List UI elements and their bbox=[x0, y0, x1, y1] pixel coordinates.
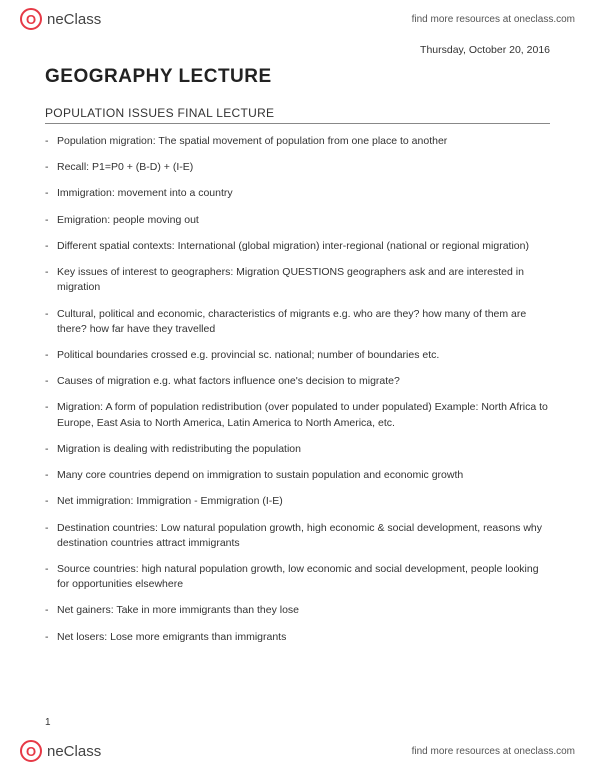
section-subtitle: POPULATION ISSUES FINAL LECTURE bbox=[45, 106, 550, 124]
list-item: Migration is dealing with redistributing… bbox=[45, 442, 550, 457]
resources-link-top[interactable]: find more resources at oneclass.com bbox=[412, 14, 575, 25]
list-item: Many core countries depend on immigratio… bbox=[45, 468, 550, 483]
list-item: Net losers: Lose more emigrants than imm… bbox=[45, 630, 550, 645]
logo-text: neClass bbox=[47, 11, 101, 28]
logo-text-footer: neClass bbox=[47, 743, 101, 760]
list-item: Source countries: high natural populatio… bbox=[45, 562, 550, 592]
notes-list: Population migration: The spatial moveme… bbox=[45, 134, 550, 645]
list-item: Cultural, political and economic, charac… bbox=[45, 307, 550, 337]
list-item: Causes of migration e.g. what factors in… bbox=[45, 374, 550, 389]
document-content: Thursday, October 20, 2016 GEOGRAPHY LEC… bbox=[0, 34, 595, 645]
list-item: Net immigration: Immigration - Emmigrati… bbox=[45, 494, 550, 509]
logo-circle-icon: O bbox=[20, 8, 42, 30]
list-item: Migration: A form of population redistri… bbox=[45, 400, 550, 430]
page-header: O neClass find more resources at oneclas… bbox=[0, 0, 595, 34]
list-item: Destination countries: Low natural popul… bbox=[45, 521, 550, 551]
list-item: Emigration: people moving out bbox=[45, 213, 550, 228]
list-item: Population migration: The spatial moveme… bbox=[45, 134, 550, 149]
page-title: GEOGRAPHY LECTURE bbox=[45, 66, 550, 88]
list-item: Immigration: movement into a country bbox=[45, 186, 550, 201]
list-item: Different spatial contexts: Internationa… bbox=[45, 239, 550, 254]
document-date: Thursday, October 20, 2016 bbox=[45, 44, 550, 56]
resources-link-bottom[interactable]: find more resources at oneclass.com bbox=[412, 746, 575, 757]
list-item: Political boundaries crossed e.g. provin… bbox=[45, 348, 550, 363]
page-footer: O neClass find more resources at oneclas… bbox=[0, 734, 595, 770]
brand-logo-footer[interactable]: O neClass bbox=[20, 740, 101, 762]
logo-circle-icon: O bbox=[20, 740, 42, 762]
brand-logo[interactable]: O neClass bbox=[20, 8, 101, 30]
list-item: Recall: P1=P0 + (B-D) + (I-E) bbox=[45, 160, 550, 175]
list-item: Key issues of interest to geographers: M… bbox=[45, 265, 550, 295]
list-item: Net gainers: Take in more immigrants tha… bbox=[45, 603, 550, 618]
page-number: 1 bbox=[45, 717, 51, 728]
